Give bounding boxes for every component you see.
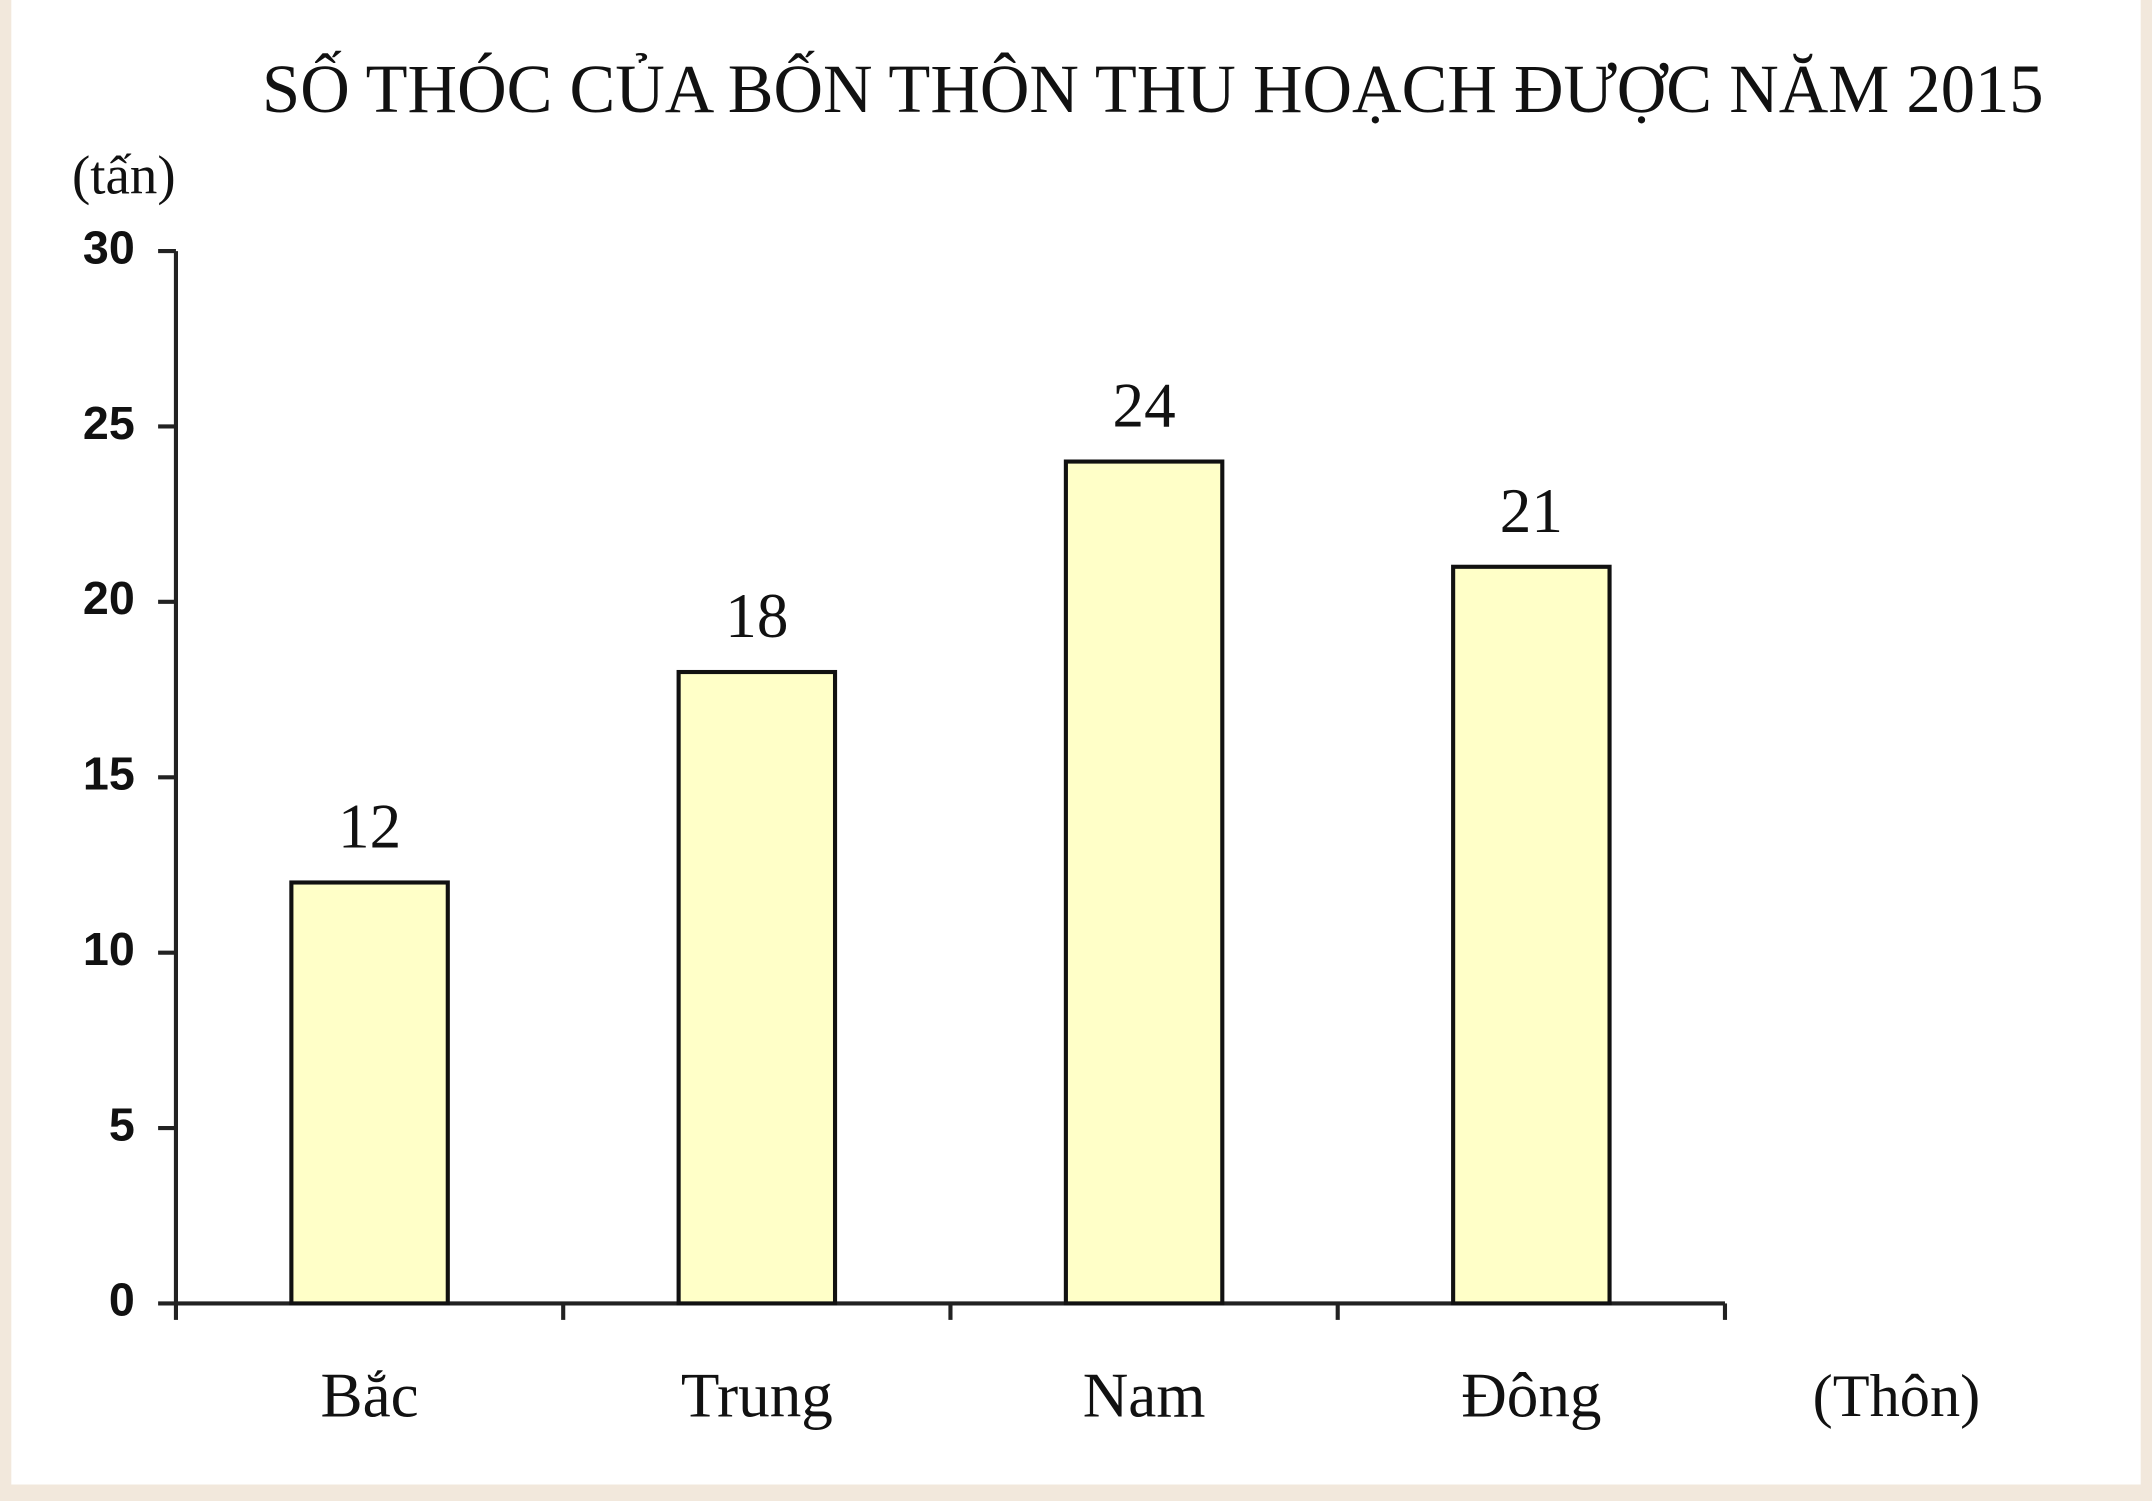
y-tick-label: 30 [83,221,135,273]
value-label: 12 [338,792,401,862]
x-tick-label: Đông [1461,1361,1601,1431]
value-label: 21 [1500,476,1563,546]
x-tick-label: Bắc [321,1361,419,1431]
x-axis-label: (Thôn) [1813,1363,1981,1430]
bar [289,880,450,1306]
bar [1451,564,1612,1306]
y-tick-label: 0 [109,1274,135,1326]
bar [1063,459,1225,1306]
y-tick-label: 15 [83,748,135,800]
y-tick-label: 25 [83,397,135,449]
y-tick-label: 5 [109,1098,135,1150]
y-axis-label: (tấn) [72,145,176,206]
x-tick-label: Nam [1083,1361,1206,1431]
value-label: 18 [725,581,788,651]
y-tick-label: 20 [83,572,135,624]
chart-title: SỐ THÓC CỦA BỐN THÔN THU HOẠCH ĐƯỢC NĂM … [262,51,2044,127]
bar [676,669,838,1306]
value-label: 24 [1113,371,1176,441]
x-tick-label: Trung [681,1361,833,1431]
y-tick-label: 10 [83,923,135,975]
